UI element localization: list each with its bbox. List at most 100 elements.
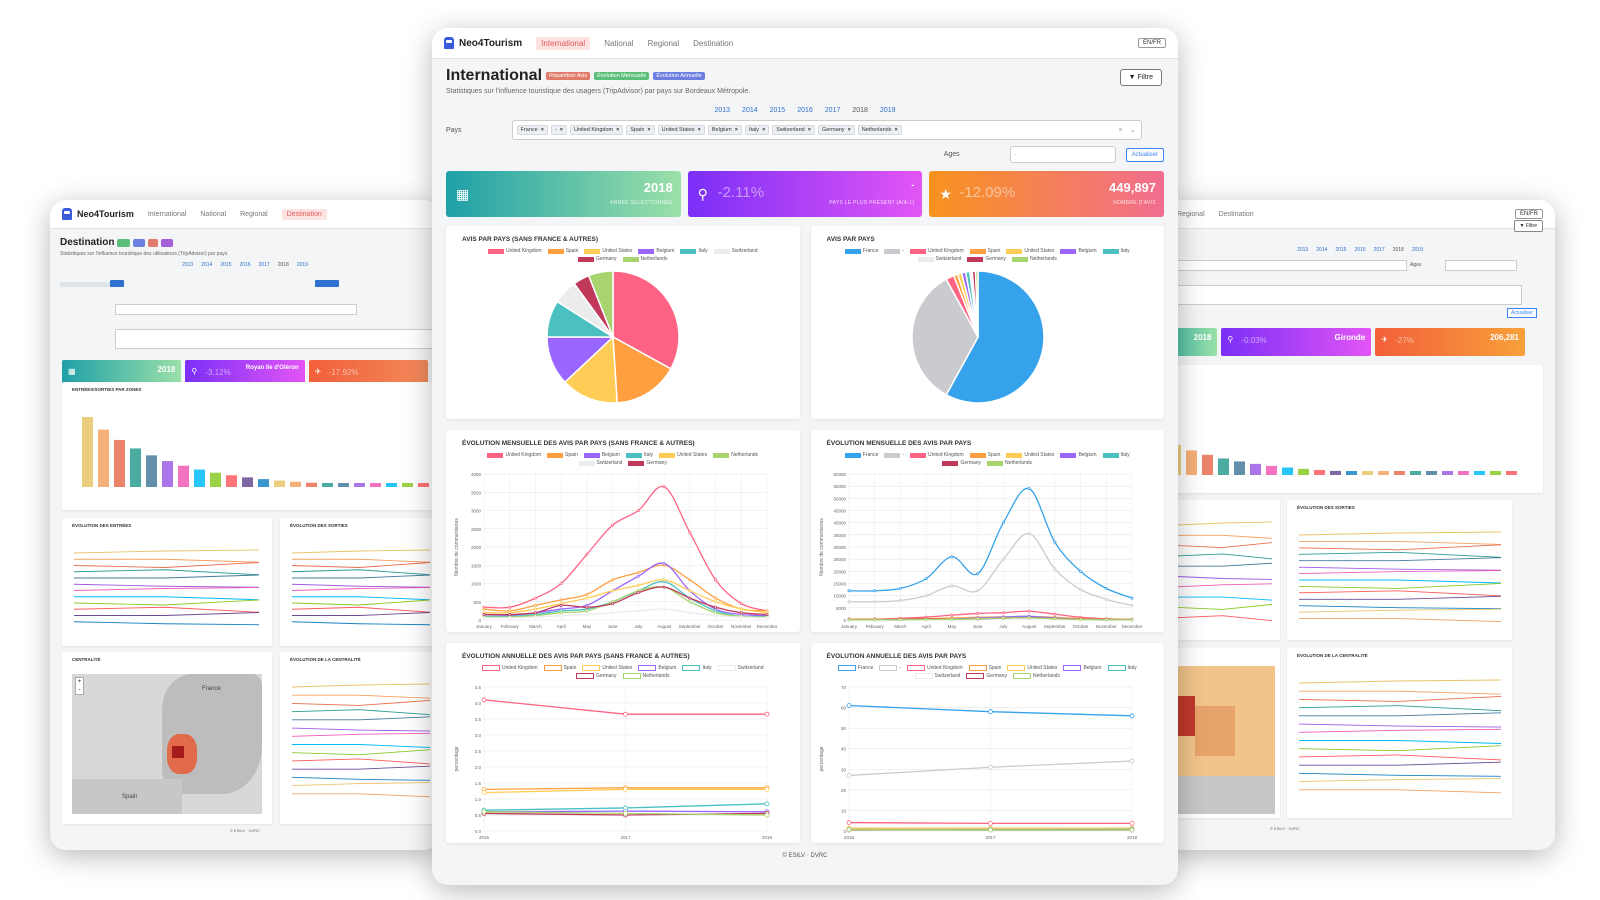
legend-item[interactable]: Netherlands: [713, 452, 758, 458]
clear-icon[interactable]: ×: [1118, 126, 1123, 134]
country-chip[interactable]: United States ×: [657, 125, 705, 135]
data-point[interactable]: [636, 509, 640, 513]
right-year[interactable]: 2017: [1373, 247, 1385, 253]
bar[interactable]: [370, 483, 381, 487]
data-point[interactable]: [714, 614, 718, 618]
data-point[interactable]: [846, 820, 851, 825]
left-year[interactable]: 2013: [182, 262, 194, 268]
chip-remove-icon[interactable]: ×: [894, 127, 898, 133]
data-point[interactable]: [662, 585, 666, 589]
bar[interactable]: [194, 469, 205, 487]
lang-toggle[interactable]: EN/FR: [1138, 38, 1166, 48]
country-chip[interactable]: United Kingdom ×: [569, 125, 624, 135]
data-point[interactable]: [636, 591, 640, 595]
series-line[interactable]: [483, 564, 768, 612]
data-point[interactable]: [1129, 820, 1134, 826]
bar[interactable]: [306, 482, 317, 487]
data-point[interactable]: [1104, 586, 1108, 590]
legend-item[interactable]: Germany: [628, 460, 667, 466]
bar[interactable]: [242, 477, 253, 487]
data-point[interactable]: [1129, 827, 1134, 833]
data-point[interactable]: [559, 611, 563, 615]
data-point[interactable]: [559, 614, 563, 618]
year-option[interactable]: 2019: [879, 107, 896, 114]
left-zones-input[interactable]: [115, 329, 437, 349]
legend-item[interactable]: United Kingdom: [487, 248, 542, 254]
legend-item[interactable]: Netherlands: [1011, 256, 1057, 262]
data-point[interactable]: [714, 600, 718, 604]
legend-item[interactable]: United Kingdom: [487, 452, 541, 458]
series-line[interactable]: [848, 532, 1132, 607]
data-point[interactable]: [872, 600, 876, 604]
year-option[interactable]: 2017: [824, 107, 841, 114]
left-tab-international[interactable]: International: [147, 210, 187, 218]
legend-item[interactable]: Italy: [1107, 665, 1137, 671]
data-point[interactable]: [975, 611, 979, 615]
series-line[interactable]: [483, 579, 768, 614]
data-point[interactable]: [481, 790, 487, 795]
legend-item[interactable]: Spain: [969, 248, 1000, 254]
data-point[interactable]: [847, 618, 851, 622]
bar[interactable]: [114, 439, 125, 487]
pie-slice[interactable]: [563, 335, 618, 404]
legend-item[interactable]: Spain: [547, 452, 578, 458]
legend-item[interactable]: Spain: [969, 452, 1000, 458]
data-point[interactable]: [764, 787, 770, 792]
chip-remove-icon[interactable]: ×: [647, 127, 651, 133]
right-zones-input[interactable]: [1165, 285, 1522, 305]
data-point[interactable]: [623, 810, 628, 816]
data-point[interactable]: [533, 596, 537, 600]
data-point[interactable]: [987, 709, 993, 715]
data-point[interactable]: [1052, 540, 1056, 544]
update-button[interactable]: Actualiser: [1125, 147, 1164, 162]
data-point[interactable]: [1027, 532, 1031, 536]
bar[interactable]: [1474, 471, 1485, 475]
legend-item[interactable]: Spain: [543, 665, 576, 671]
legend-item[interactable]: Belgium: [1060, 452, 1097, 458]
left-year[interactable]: 2015: [220, 262, 232, 268]
legend-item[interactable]: Germany: [966, 673, 1007, 679]
right-year[interactable]: 2013: [1297, 247, 1309, 253]
bar[interactable]: [1410, 471, 1421, 475]
data-point[interactable]: [585, 605, 589, 609]
chip-remove-icon[interactable]: ×: [807, 127, 811, 133]
right-lang-toggle[interactable]: EN/FR: [1515, 209, 1543, 219]
legend-item[interactable]: Switzerland: [717, 665, 764, 671]
data-point[interactable]: [559, 598, 563, 602]
right-tab-regional[interactable]: Regional: [1177, 210, 1205, 218]
right-tab-destination[interactable]: Destination: [1218, 210, 1254, 218]
country-chip[interactable]: - ×: [550, 125, 567, 135]
legend-item[interactable]: Belgium: [638, 665, 676, 671]
data-point[interactable]: [872, 618, 876, 622]
pie-slice[interactable]: [974, 270, 979, 338]
data-point[interactable]: [662, 485, 666, 489]
right-update-button[interactable]: Actualiser: [1507, 308, 1537, 318]
chip-remove-icon[interactable]: ×: [697, 127, 701, 133]
legend-item[interactable]: Switzerland: [914, 673, 960, 679]
tab-international[interactable]: International: [536, 36, 591, 50]
series-line[interactable]: [848, 617, 1132, 621]
right-year[interactable]: 2018: [1392, 247, 1404, 253]
data-point[interactable]: [1129, 596, 1133, 600]
tab-regional[interactable]: Regional: [647, 38, 680, 48]
year-option[interactable]: 2013: [714, 107, 731, 114]
data-point[interactable]: [508, 605, 512, 609]
bar[interactable]: [258, 479, 269, 487]
bar[interactable]: [1394, 471, 1405, 475]
data-point[interactable]: [847, 589, 851, 593]
year-option-selected[interactable]: 2018: [852, 107, 868, 114]
legend-item[interactable]: Germany: [967, 256, 1006, 262]
legend-item[interactable]: Spain: [547, 248, 578, 254]
bar[interactable]: [1218, 458, 1229, 475]
data-point[interactable]: [623, 805, 628, 811]
data-point[interactable]: [611, 578, 615, 582]
data-point[interactable]: [846, 703, 851, 708]
data-point[interactable]: [1001, 616, 1005, 620]
data-point[interactable]: [1052, 617, 1056, 621]
data-point[interactable]: [714, 596, 718, 600]
bar[interactable]: [1442, 471, 1453, 475]
bar[interactable]: [290, 481, 301, 487]
data-point[interactable]: [1052, 567, 1056, 571]
left-brand[interactable]: Neo4Tourism: [62, 208, 134, 220]
right-country-input[interactable]: [1165, 260, 1407, 271]
